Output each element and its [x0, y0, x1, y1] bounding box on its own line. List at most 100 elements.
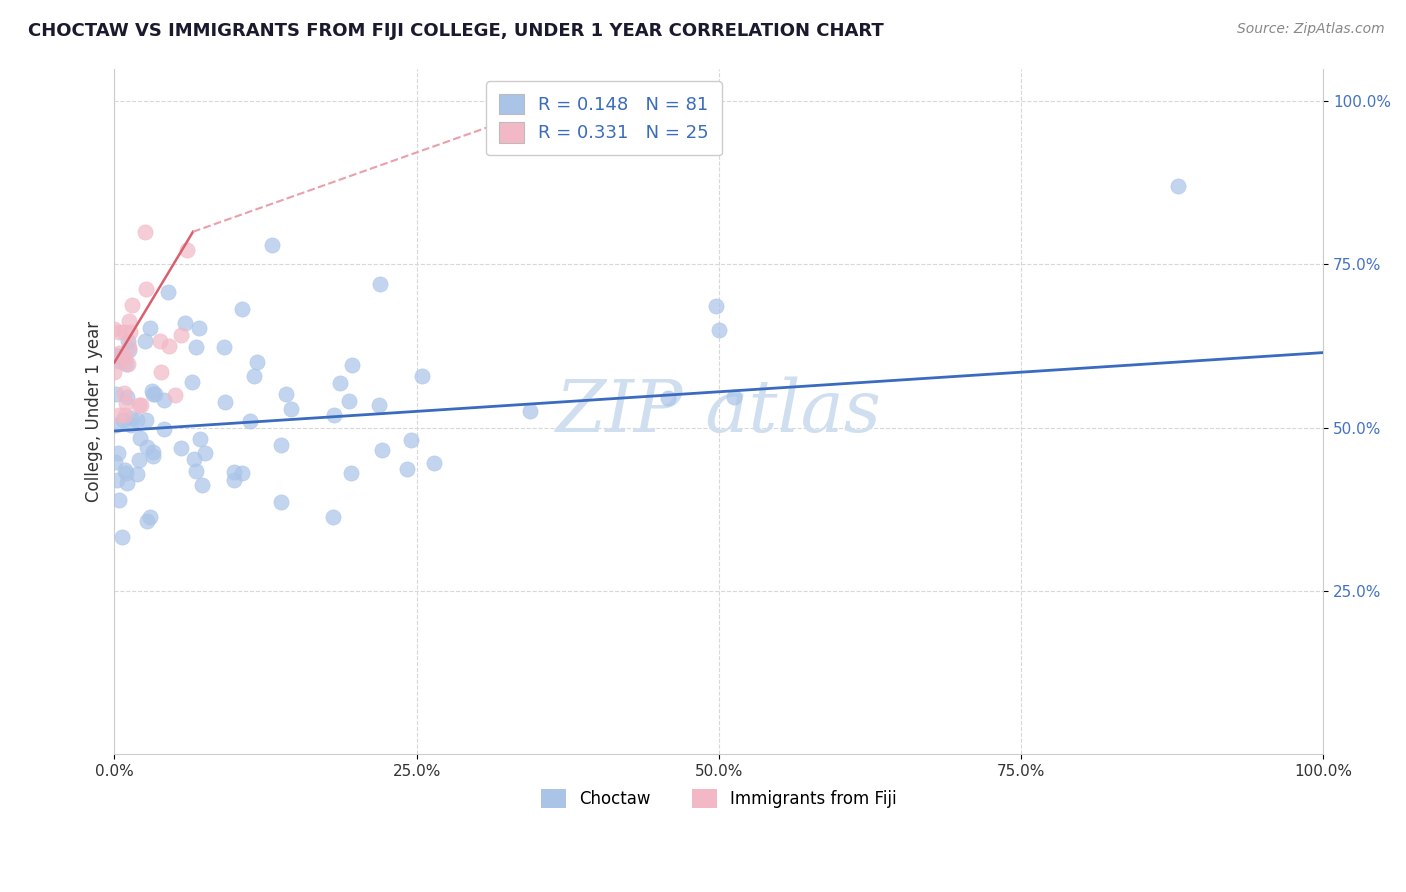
Point: [270, 495, 292, 509]
Point: [212, 340, 235, 354]
Point: [128, 398, 150, 412]
Point: [329, 376, 352, 391]
Point: [276, 387, 298, 401]
Point: [134, 225, 156, 239]
Point: [115, 466, 138, 480]
Point: [108, 349, 131, 363]
Point: [108, 325, 131, 339]
Point: [174, 316, 197, 330]
Point: [423, 456, 446, 470]
Point: [224, 465, 246, 479]
Point: [111, 353, 134, 368]
Point: [411, 369, 433, 384]
Text: ZIP atlas: ZIP atlas: [555, 376, 882, 447]
Point: [121, 298, 143, 312]
Point: [186, 340, 208, 354]
Point: [118, 325, 141, 339]
Point: [104, 348, 127, 362]
Point: [194, 446, 217, 460]
Point: [118, 340, 141, 354]
Point: [239, 414, 262, 428]
Point: [114, 463, 136, 477]
Point: [340, 358, 363, 372]
Point: [142, 386, 165, 401]
Point: [231, 301, 253, 316]
Y-axis label: College, Under 1 year: College, Under 1 year: [86, 321, 103, 502]
Point: [104, 418, 127, 433]
Point: [112, 385, 135, 400]
Point: [142, 449, 165, 463]
Point: [127, 412, 149, 426]
Point: [706, 299, 728, 313]
Text: CHOCTAW VS IMMIGRANTS FROM FIJI COLLEGE, UNDER 1 YEAR CORRELATION CHART: CHOCTAW VS IMMIGRANTS FROM FIJI COLLEGE,…: [28, 22, 884, 40]
Point: [115, 396, 138, 410]
Point: [337, 393, 360, 408]
Point: [231, 466, 253, 480]
Point: [157, 339, 180, 353]
Point: [142, 445, 165, 459]
Point: [141, 384, 163, 398]
Point: [187, 321, 209, 335]
Point: [270, 438, 292, 452]
Point: [340, 466, 363, 480]
Legend: Choctaw, Immigrants from Fiji: Choctaw, Immigrants from Fiji: [534, 782, 904, 814]
Point: [149, 365, 172, 379]
Point: [280, 402, 302, 417]
Point: [112, 413, 135, 427]
Point: [188, 432, 211, 446]
Point: [103, 365, 125, 379]
Point: [170, 328, 193, 343]
Point: [115, 358, 138, 372]
Point: [184, 464, 207, 478]
Point: [190, 478, 212, 492]
Point: [104, 455, 127, 469]
Point: [1167, 179, 1189, 194]
Point: [114, 351, 136, 365]
Point: [139, 321, 162, 335]
Point: [108, 493, 131, 508]
Point: [723, 390, 745, 404]
Point: [143, 387, 166, 401]
Point: [395, 462, 418, 476]
Point: [399, 434, 422, 448]
Point: [118, 343, 141, 357]
Point: [120, 417, 142, 432]
Point: [114, 408, 136, 422]
Point: [135, 514, 157, 528]
Point: [163, 388, 186, 402]
Point: [117, 390, 139, 404]
Point: [128, 452, 150, 467]
Point: [260, 237, 283, 252]
Point: [129, 431, 152, 445]
Point: [107, 446, 129, 460]
Point: [149, 334, 172, 348]
Point: [322, 510, 344, 524]
Point: [157, 285, 180, 299]
Text: Source: ZipAtlas.com: Source: ZipAtlas.com: [1237, 22, 1385, 37]
Point: [117, 314, 139, 328]
Point: [368, 398, 391, 412]
Point: [105, 473, 128, 487]
Point: [103, 321, 125, 335]
Point: [222, 474, 245, 488]
Point: [135, 282, 157, 296]
Point: [139, 509, 162, 524]
Point: [105, 386, 128, 401]
Point: [153, 393, 176, 408]
Point: [136, 440, 159, 454]
Point: [181, 376, 204, 390]
Point: [707, 323, 730, 337]
Point: [108, 354, 131, 368]
Point: [127, 467, 149, 482]
Point: [134, 334, 156, 348]
Point: [657, 391, 679, 405]
Point: [170, 442, 193, 456]
Point: [117, 334, 139, 348]
Point: [115, 475, 138, 490]
Point: [108, 346, 131, 360]
Point: [117, 357, 139, 371]
Point: [111, 530, 134, 544]
Point: [183, 451, 205, 466]
Point: [371, 443, 394, 458]
Point: [214, 395, 236, 409]
